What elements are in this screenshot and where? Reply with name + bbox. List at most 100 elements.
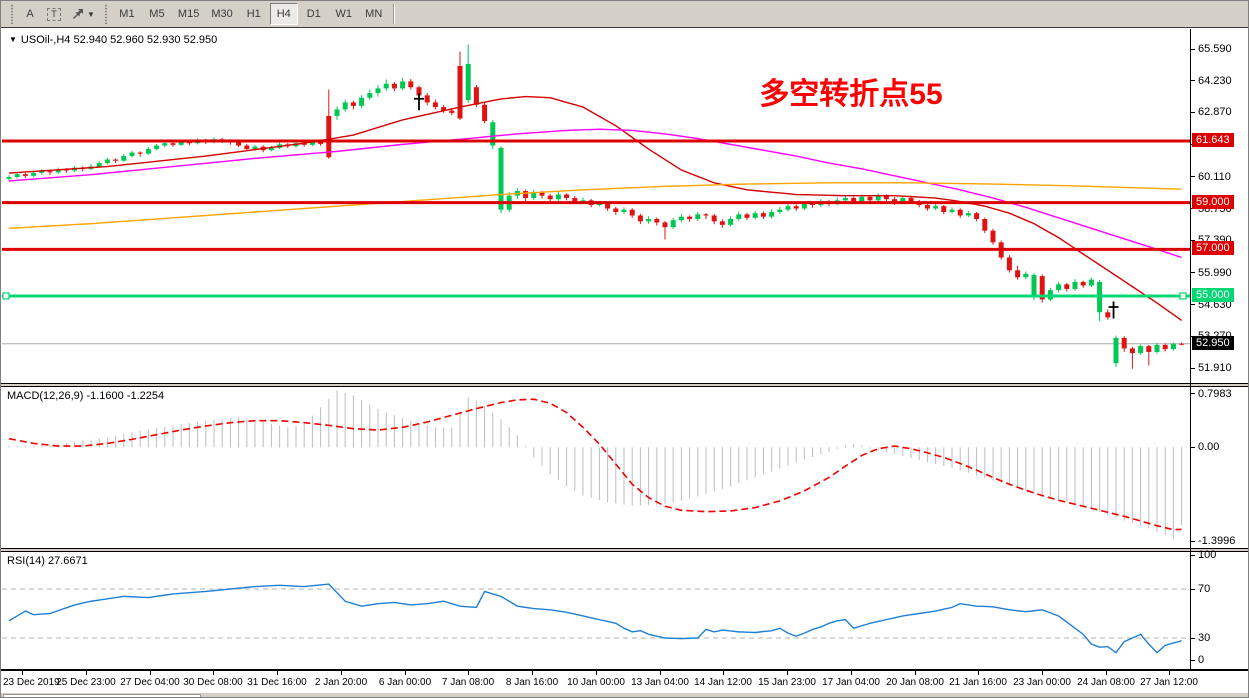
time-axis-tick <box>150 671 151 675</box>
time-axis-border <box>1 669 1248 671</box>
price-level-badge: 57.000 <box>1192 241 1234 256</box>
timeframe-h4-button[interactable]: H4 <box>269 3 298 25</box>
time-axis-label: 8 Jan 16:00 <box>505 677 559 688</box>
label-tool-button[interactable]: A <box>18 3 42 25</box>
symbol-ohlc-line: ▼ USOil-,H4 52.940 52.960 52.930 52.950 <box>9 34 218 46</box>
macd-chart-canvas[interactable] <box>2 387 1190 549</box>
price-tick-mark <box>1190 111 1195 113</box>
time-axis-tick <box>851 671 852 675</box>
time-axis-label: 20 Jan 08:00 <box>886 677 944 688</box>
price-tick-label: 62.870 <box>1198 106 1232 119</box>
price-tick-mark <box>1190 48 1195 50</box>
timeframe-mn-button[interactable]: MN <box>360 3 388 25</box>
price-tick-mark <box>1190 540 1195 542</box>
time-axis-label: 23 Jan 00:00 <box>1013 677 1071 688</box>
time-axis-tick <box>978 671 979 675</box>
price-tick-label: 0.00 <box>1198 441 1220 454</box>
toolbar-drag-handle[interactable] <box>103 4 108 24</box>
price-tick-mark <box>1190 367 1195 369</box>
line-selection-handle <box>2 292 10 300</box>
price-tick-mark <box>1190 176 1195 178</box>
time-axis-tick <box>277 671 278 675</box>
time-axis-tick <box>660 671 661 675</box>
time-axis-tick <box>787 671 788 675</box>
timeframe-m1-button[interactable]: M1 <box>113 3 141 25</box>
price-tick-label: 51.910 <box>1198 362 1232 375</box>
price-tick-mark <box>1190 554 1195 556</box>
price-tick-label: -1.3996 <box>1198 535 1236 548</box>
timeframe-m5-button[interactable]: M5 <box>143 3 171 25</box>
price-level-badge: 55.000 <box>1192 287 1234 302</box>
rsi-label: RSI(14) 27.6671 <box>7 555 88 567</box>
time-axis-tick <box>86 671 87 675</box>
pane-splitter-macd-rsi[interactable] <box>1 548 1248 552</box>
price-tick-mark <box>1190 80 1195 82</box>
current-price-badge: 52.950 <box>1192 335 1234 350</box>
time-axis-tick <box>915 671 916 675</box>
time-axis-tick <box>213 671 214 675</box>
rsi-chart-canvas[interactable] <box>2 552 1190 669</box>
price-tick-label: 60.110 <box>1198 170 1231 183</box>
time-axis-label: 17 Jan 04:00 <box>822 677 880 688</box>
timeframe-m15-button[interactable]: M15 <box>173 3 204 25</box>
price-tick-label: 100 <box>1198 549 1217 561</box>
candles-layer <box>6 44 1185 369</box>
rsi-line <box>8 583 1182 654</box>
price-tick-label: 55.990 <box>1198 266 1232 279</box>
time-axis-label: 27 Jan 12:00 <box>1140 677 1198 688</box>
time-axis-label: 13 Jan 04:00 <box>631 677 689 688</box>
time-axis-label: 14 Jan 12:00 <box>694 677 752 688</box>
time-axis-label: 31 Dec 16:00 <box>247 677 307 688</box>
price-tick-label: 0.7983 <box>1198 387 1232 400</box>
price-level-badge: 59.000 <box>1192 194 1234 209</box>
time-axis-tick <box>22 671 23 675</box>
timeframe-h1-button[interactable]: H1 <box>240 3 268 25</box>
text-tool-button[interactable]: T <box>42 3 66 25</box>
chevron-down-icon: ▼ <box>87 9 95 19</box>
time-axis-label: 15 Jan 23:00 <box>758 677 816 688</box>
text-tool-icon: T <box>47 7 61 21</box>
status-bar <box>1 692 1248 697</box>
time-axis-label: 30 Dec 08:00 <box>183 677 243 688</box>
price-tick-mark <box>1190 304 1195 306</box>
price-level-badge: 61.643 <box>1192 133 1234 148</box>
status-bar-inset <box>3 694 201 697</box>
toolbar: A T ▼ M1 M5 M15 M30 H1 H4 D1 W1 MN <box>1 1 1248 28</box>
line-selection-handle <box>1179 292 1187 300</box>
time-axis-tick <box>1169 671 1170 675</box>
price-tick-mark <box>1190 588 1195 590</box>
macd-label: MACD(12,26,9) -1.1600 -1.2254 <box>7 390 165 402</box>
toolbar-separator <box>392 4 394 24</box>
macd-signal-line <box>8 398 1182 531</box>
time-axis-label: 2 Jan 20:00 <box>314 677 368 688</box>
time-axis-label: 24 Jan 08:00 <box>1077 677 1135 688</box>
price-tick-label: 0 <box>1198 654 1205 666</box>
cross-marker-icon <box>1108 301 1119 319</box>
time-axis-tick <box>1042 671 1043 675</box>
price-tick-mark <box>1190 393 1195 395</box>
time-axis-label: 25 Dec 23:00 <box>56 677 116 688</box>
price-tick-label: 64.230 <box>1198 74 1232 87</box>
timeframe-w1-button[interactable]: W1 <box>330 3 358 25</box>
chart-text-annotation[interactable]: 多空转折点55 <box>759 78 943 111</box>
timeframe-m30-button[interactable]: M30 <box>206 3 237 25</box>
chevron-down-icon: ▼ <box>9 35 17 44</box>
price-tick-label: 70 <box>1198 583 1211 595</box>
toolbar-drag-handle[interactable] <box>10 4 14 24</box>
ma-mid-magenta <box>8 128 1182 259</box>
time-axis-label: 27 Dec 04:00 <box>120 677 180 688</box>
macd-histogram <box>8 390 1183 540</box>
price-tick-mark <box>1190 446 1195 448</box>
price-chart-canvas[interactable] <box>2 29 1190 384</box>
cross-marker-icon <box>414 93 424 111</box>
price-tick-label: 65.590 <box>1198 43 1232 55</box>
arrows-tool-button[interactable]: ▼ <box>66 3 100 25</box>
time-axis-label: 10 Jan 00:00 <box>567 677 625 688</box>
time-axis-tick <box>405 671 406 675</box>
timeframe-d1-button[interactable]: D1 <box>300 3 328 25</box>
pane-splitter-main-macd[interactable] <box>1 383 1248 387</box>
ma-slow-orange <box>8 182 1182 230</box>
time-axis-tick <box>723 671 724 675</box>
time-axis-tick <box>532 671 533 675</box>
